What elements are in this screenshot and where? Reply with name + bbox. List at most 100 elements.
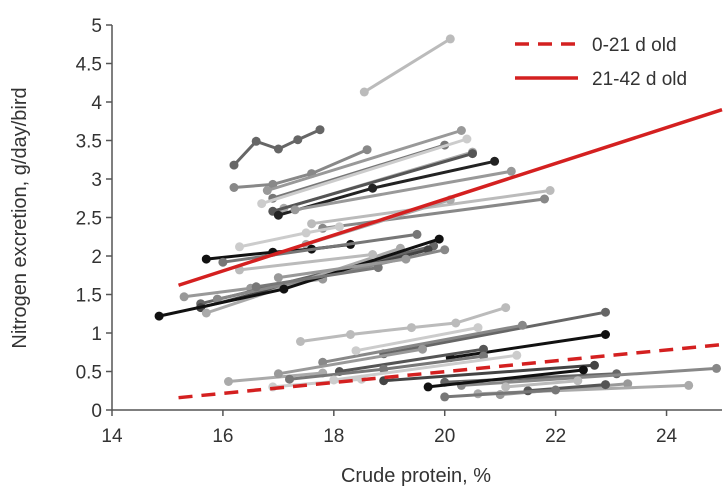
data-point (293, 135, 303, 145)
y-tick-label: 3.5 (76, 132, 102, 153)
data-point (451, 318, 461, 328)
data-series (423, 365, 588, 392)
data-point (401, 254, 411, 264)
y-tick-label: 1 (91, 324, 102, 345)
series-line (322, 197, 545, 230)
data-point (501, 303, 511, 313)
series-line (450, 333, 606, 360)
series-line (272, 152, 473, 213)
data-point (462, 134, 472, 144)
data-point (362, 145, 372, 155)
series-line (278, 347, 423, 376)
data-series (273, 344, 427, 379)
data-point (218, 257, 228, 267)
data-point (346, 330, 355, 339)
data-point (407, 323, 416, 333)
data-point (517, 320, 527, 330)
data-point (590, 360, 599, 370)
x-axis-title: Crude protein, % (341, 465, 491, 487)
series-line (383, 310, 606, 356)
ticks-group: 0 0.5 1 1.5 2 2.5 3 3.5 4 4.5 5 14 16 18 20 22 24 (76, 16, 678, 447)
data-series (154, 234, 444, 321)
data-point (290, 205, 300, 215)
data-point (273, 210, 283, 220)
data-series (218, 229, 422, 267)
data-point (179, 292, 189, 302)
data-series (273, 254, 411, 283)
series-line (255, 266, 379, 289)
data-point (540, 194, 549, 204)
data-point (601, 380, 610, 390)
data-point (334, 222, 344, 232)
y-tick-label: 5 (91, 16, 102, 37)
data-point (201, 308, 211, 318)
data-series (235, 222, 344, 252)
data-point (423, 382, 433, 392)
x-tick-label: 22 (545, 426, 566, 447)
data-series (379, 360, 599, 386)
data-point (440, 392, 450, 402)
data-point (257, 199, 267, 209)
data-series (251, 263, 383, 292)
data-series (359, 34, 455, 97)
data-point (368, 250, 378, 259)
data-point (273, 369, 283, 379)
legend-label: 21-42 d old (592, 69, 687, 90)
data-point (229, 160, 239, 170)
series-line (505, 379, 578, 389)
x-tick-label: 18 (323, 426, 344, 447)
data-point (279, 284, 289, 294)
data-point (712, 363, 721, 373)
y-tick-label: 4.5 (76, 55, 102, 76)
data-point (285, 374, 294, 384)
data-point (368, 183, 378, 193)
x-tick-label: 24 (656, 426, 678, 447)
data-series (229, 125, 325, 170)
data-point (301, 228, 311, 238)
data-point (473, 323, 483, 333)
data-point (351, 346, 361, 356)
data-point (296, 337, 305, 346)
series-line (278, 257, 407, 280)
series-line (363, 37, 452, 94)
y-tick-label: 2.5 (76, 209, 102, 230)
data-point (512, 350, 522, 360)
data-point (235, 242, 244, 252)
data-point (601, 307, 610, 317)
series-line (444, 388, 556, 399)
data-point (468, 149, 477, 159)
data-point (684, 380, 694, 390)
data-point (506, 166, 516, 176)
data-point (578, 365, 588, 375)
series-line (383, 363, 595, 383)
data-series (501, 376, 583, 392)
y-tick-label: 1.5 (76, 286, 102, 307)
regression-line-21-42d (178, 108, 723, 287)
data-point (273, 144, 283, 154)
series-line (233, 148, 368, 189)
data-point (307, 219, 317, 229)
data-point (551, 385, 561, 395)
data-point (373, 263, 383, 273)
data-point (545, 186, 555, 195)
y-tick-label: 4 (91, 93, 102, 114)
data-series (229, 145, 372, 192)
data-point (623, 379, 633, 389)
data-point (251, 136, 261, 146)
data-point (490, 156, 500, 166)
data-point (154, 311, 164, 321)
x-tick-label: 16 (212, 426, 233, 447)
data-series-group (154, 34, 721, 402)
data-series (296, 303, 511, 346)
series-line (239, 253, 373, 272)
data-point (456, 126, 466, 135)
series-line (294, 169, 512, 212)
regression-lines-group (178, 108, 723, 400)
data-series (290, 166, 516, 215)
series-line (222, 232, 418, 264)
data-point (262, 186, 272, 195)
data-point (273, 273, 283, 283)
data-point (251, 282, 261, 292)
y-tick-label: 3 (91, 170, 102, 191)
